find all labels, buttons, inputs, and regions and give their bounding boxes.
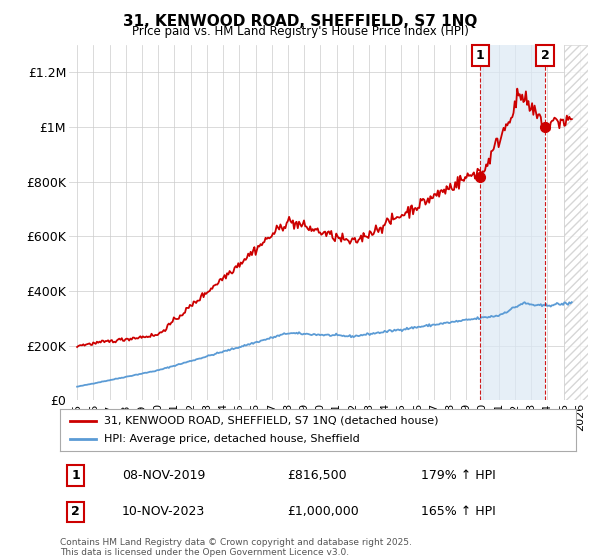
Text: 08-NOV-2019: 08-NOV-2019	[122, 469, 205, 482]
Text: 10-NOV-2023: 10-NOV-2023	[122, 506, 205, 519]
Text: 179% ↑ HPI: 179% ↑ HPI	[421, 469, 496, 482]
Text: Price paid vs. HM Land Registry's House Price Index (HPI): Price paid vs. HM Land Registry's House …	[131, 25, 469, 38]
Text: 31, KENWOOD ROAD, SHEFFIELD, S7 1NQ: 31, KENWOOD ROAD, SHEFFIELD, S7 1NQ	[123, 14, 477, 29]
Text: £816,500: £816,500	[287, 469, 347, 482]
Text: 2: 2	[541, 49, 550, 62]
Text: £1,000,000: £1,000,000	[287, 506, 359, 519]
Bar	[481, 45, 545, 400]
Text: 31, KENWOOD ROAD, SHEFFIELD, S7 1NQ (detached house): 31, KENWOOD ROAD, SHEFFIELD, S7 1NQ (det…	[104, 416, 439, 426]
Text: 1: 1	[476, 49, 485, 62]
Text: 2: 2	[71, 506, 80, 519]
Text: HPI: Average price, detached house, Sheffield: HPI: Average price, detached house, Shef…	[104, 434, 359, 444]
Text: 165% ↑ HPI: 165% ↑ HPI	[421, 506, 496, 519]
Bar	[563, 45, 588, 400]
Text: Contains HM Land Registry data © Crown copyright and database right 2025.
This d: Contains HM Land Registry data © Crown c…	[60, 538, 412, 557]
Text: 1: 1	[71, 469, 80, 482]
